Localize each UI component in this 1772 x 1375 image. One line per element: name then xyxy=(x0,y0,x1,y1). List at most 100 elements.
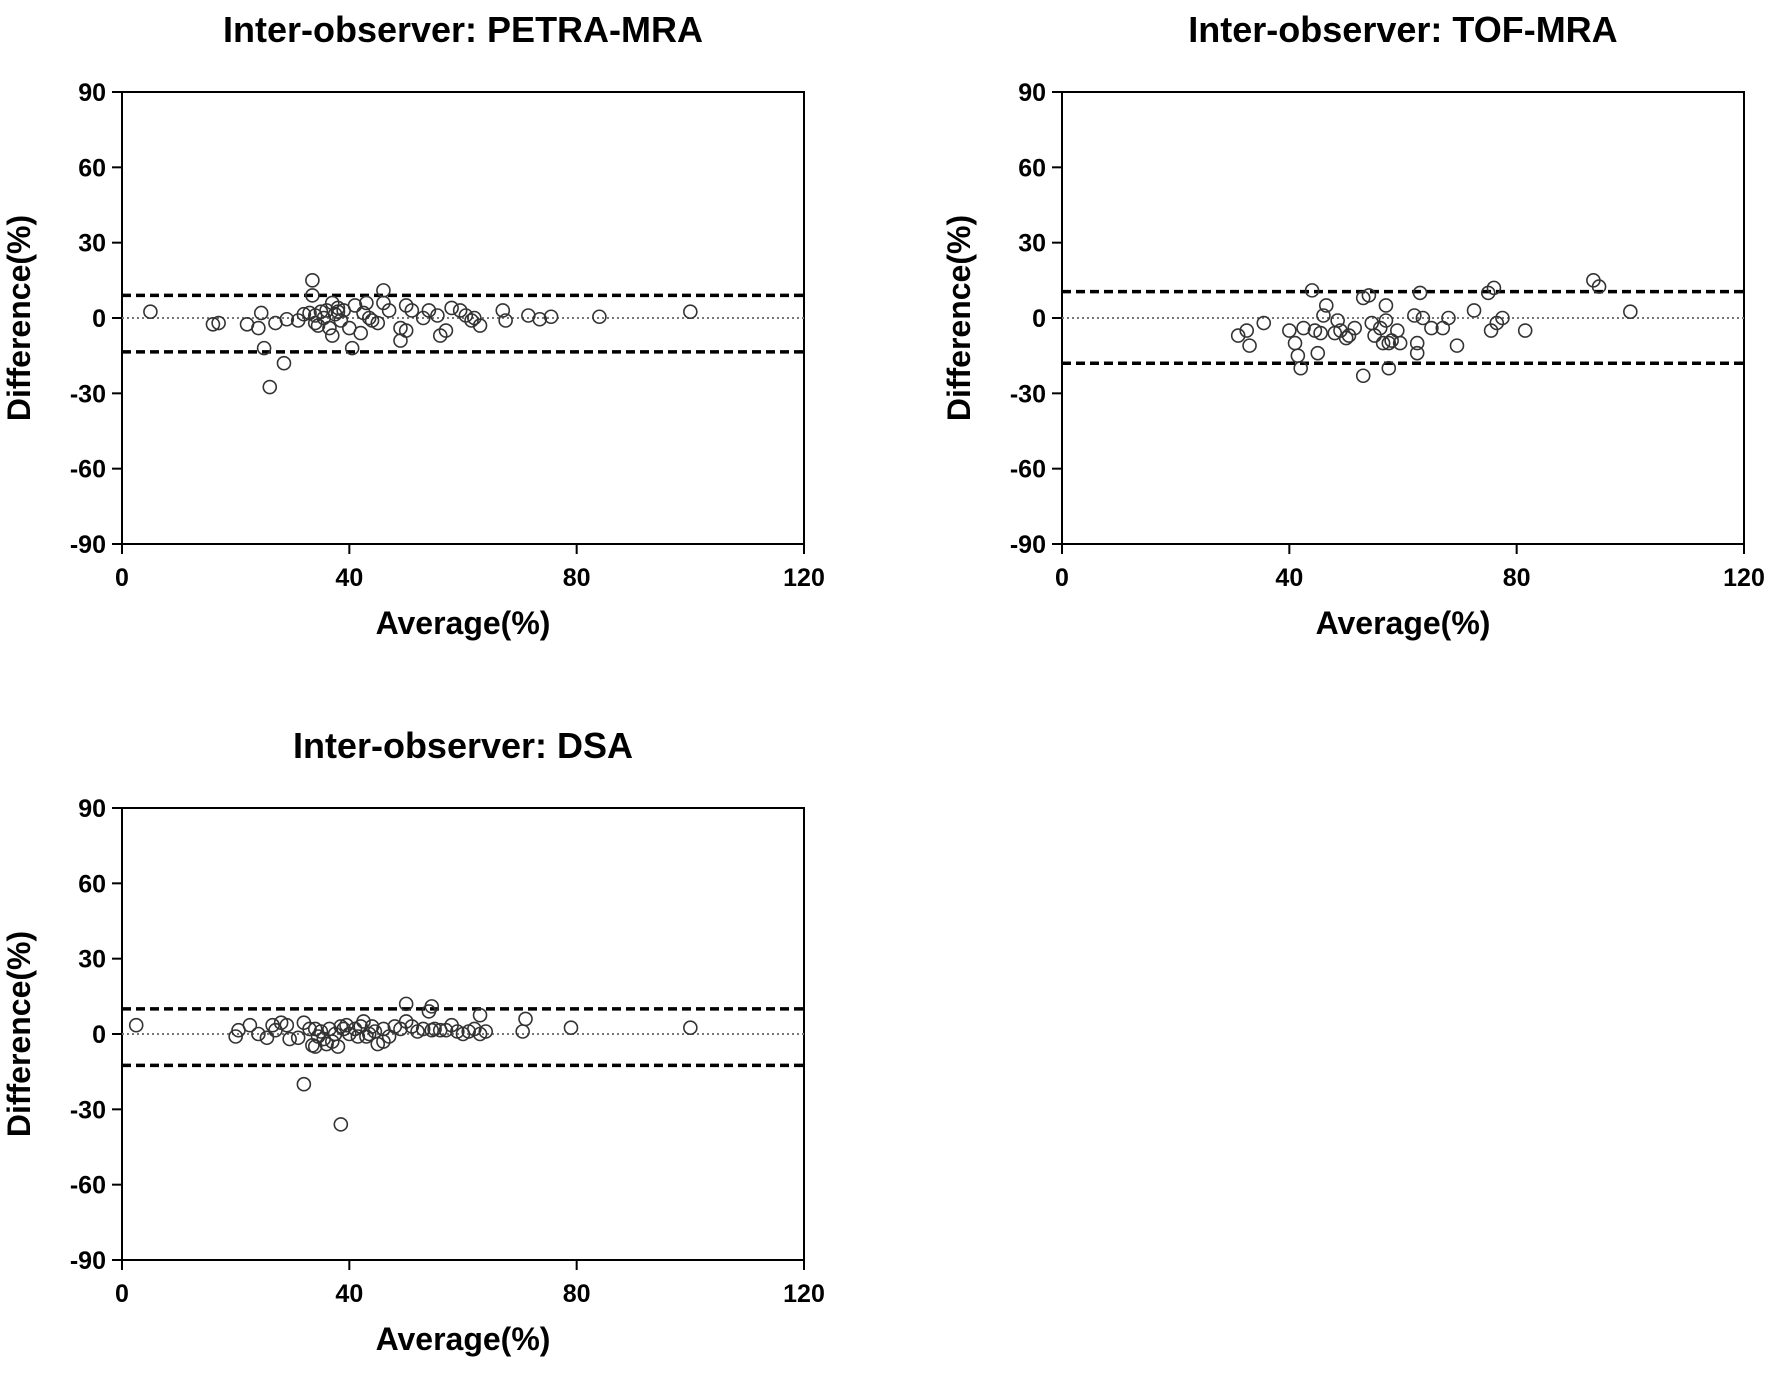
data-point xyxy=(324,328,340,343)
y-tick-label: 90 xyxy=(78,79,106,107)
data-point xyxy=(472,1007,488,1023)
x-tick-label: 40 xyxy=(335,564,363,592)
data-point xyxy=(478,1024,494,1039)
data-point xyxy=(381,303,397,318)
x-tick-label: 120 xyxy=(1723,564,1765,592)
data-point xyxy=(398,323,414,338)
y-axis-label: Difference(%) xyxy=(941,215,977,421)
data-point xyxy=(361,310,377,326)
x-tick-label: 120 xyxy=(783,564,825,592)
data-point xyxy=(1330,313,1345,328)
data-point xyxy=(498,313,513,328)
chart-title: Inter-observer: DSA xyxy=(293,725,633,766)
data-point xyxy=(1375,335,1391,351)
data-point xyxy=(143,304,158,320)
data-point xyxy=(1486,280,1502,296)
x-axis-label: Average(%) xyxy=(376,605,551,641)
data-point xyxy=(290,1030,306,1046)
data-point xyxy=(1412,285,1428,301)
data-point xyxy=(393,333,408,348)
x-tick-label: 40 xyxy=(335,1280,363,1308)
data-point xyxy=(683,1020,698,1036)
y-tick-label: -90 xyxy=(70,1247,106,1275)
data-point xyxy=(313,1024,329,1039)
data-point xyxy=(1392,335,1408,351)
data-point xyxy=(370,315,386,331)
data-point xyxy=(438,323,454,338)
data-point xyxy=(518,1011,533,1027)
y-tick-label: 0 xyxy=(92,1021,106,1049)
x-tick-label: 120 xyxy=(783,1280,825,1308)
data-point xyxy=(1293,360,1308,376)
data-point xyxy=(344,340,360,356)
y-tick-label: 60 xyxy=(78,870,106,898)
data-point xyxy=(359,295,374,311)
data-point xyxy=(256,340,272,356)
data-point xyxy=(404,303,420,318)
data-point xyxy=(495,303,511,318)
chart-panel-1: Inter-observer: PETRA-MRA 90 60 30 0 -30 -60 -9… xyxy=(1,9,825,641)
y-tick-label: -60 xyxy=(70,456,106,484)
y-tick-label: -30 xyxy=(70,380,106,408)
data-point xyxy=(333,1117,349,1132)
y-tick-label: -60 xyxy=(70,1172,106,1200)
chart-panel-3: Inter-observer: DSA 90 60 30 0 -30 -60 -90 0 40 80… xyxy=(1,725,825,1357)
y-tick-label: 60 xyxy=(78,154,106,182)
data-point xyxy=(1290,348,1306,363)
y-tick-label: 90 xyxy=(1018,79,1046,107)
data-point xyxy=(262,379,278,395)
data-point xyxy=(1384,333,1399,348)
data-point xyxy=(444,300,459,316)
data-point xyxy=(307,1039,323,1054)
data-point xyxy=(1381,335,1397,351)
data-point xyxy=(251,320,266,336)
data-point xyxy=(356,1014,371,1029)
data-point xyxy=(1424,320,1439,336)
data-point xyxy=(1409,345,1425,361)
data-point xyxy=(1495,310,1510,326)
data-point xyxy=(279,311,295,327)
data-point xyxy=(339,1017,354,1033)
y-tick-label: 30 xyxy=(78,946,106,974)
data-point xyxy=(350,1029,366,1044)
data-point xyxy=(296,306,312,322)
data-point xyxy=(305,288,320,303)
y-axis-label: Difference(%) xyxy=(1,931,37,1137)
y-tick-label: -30 xyxy=(70,1096,106,1124)
y-tick-label: -60 xyxy=(1010,456,1046,484)
data-point xyxy=(259,1030,275,1046)
x-tick-label: 40 xyxy=(1275,564,1303,592)
data-point xyxy=(1338,330,1354,346)
data-point xyxy=(1517,323,1533,338)
data-point xyxy=(1239,323,1255,338)
data-point xyxy=(1296,320,1311,336)
data-point xyxy=(1304,283,1320,298)
data-point xyxy=(1623,304,1638,320)
x-axis-label: Average(%) xyxy=(376,1321,551,1357)
data-point xyxy=(421,303,437,318)
x-tick-label: 80 xyxy=(563,564,591,592)
y-tick-label: -30 xyxy=(1010,380,1046,408)
data-point xyxy=(1282,323,1297,338)
y-tick-label: 0 xyxy=(92,305,106,333)
data-point xyxy=(472,318,488,333)
data-point xyxy=(296,1076,312,1092)
data-point xyxy=(305,273,320,288)
data-point xyxy=(1449,338,1465,353)
data-point xyxy=(353,325,369,341)
data-point xyxy=(1415,310,1431,326)
data-point xyxy=(1316,308,1331,323)
data-point xyxy=(1313,325,1328,341)
data-point xyxy=(1466,303,1482,318)
data-point xyxy=(1409,335,1425,351)
data-point xyxy=(563,1020,579,1036)
data-point xyxy=(683,304,698,320)
data-point xyxy=(398,996,414,1012)
chart-panel-2: Inter-observer: TOF-MRA 90 60 30 0 -30 -60 -90 0… xyxy=(941,9,1765,641)
data-point xyxy=(376,283,391,298)
y-tick-label: -90 xyxy=(70,531,106,559)
y-tick-label: -90 xyxy=(1010,531,1046,559)
data-point xyxy=(1287,335,1303,351)
